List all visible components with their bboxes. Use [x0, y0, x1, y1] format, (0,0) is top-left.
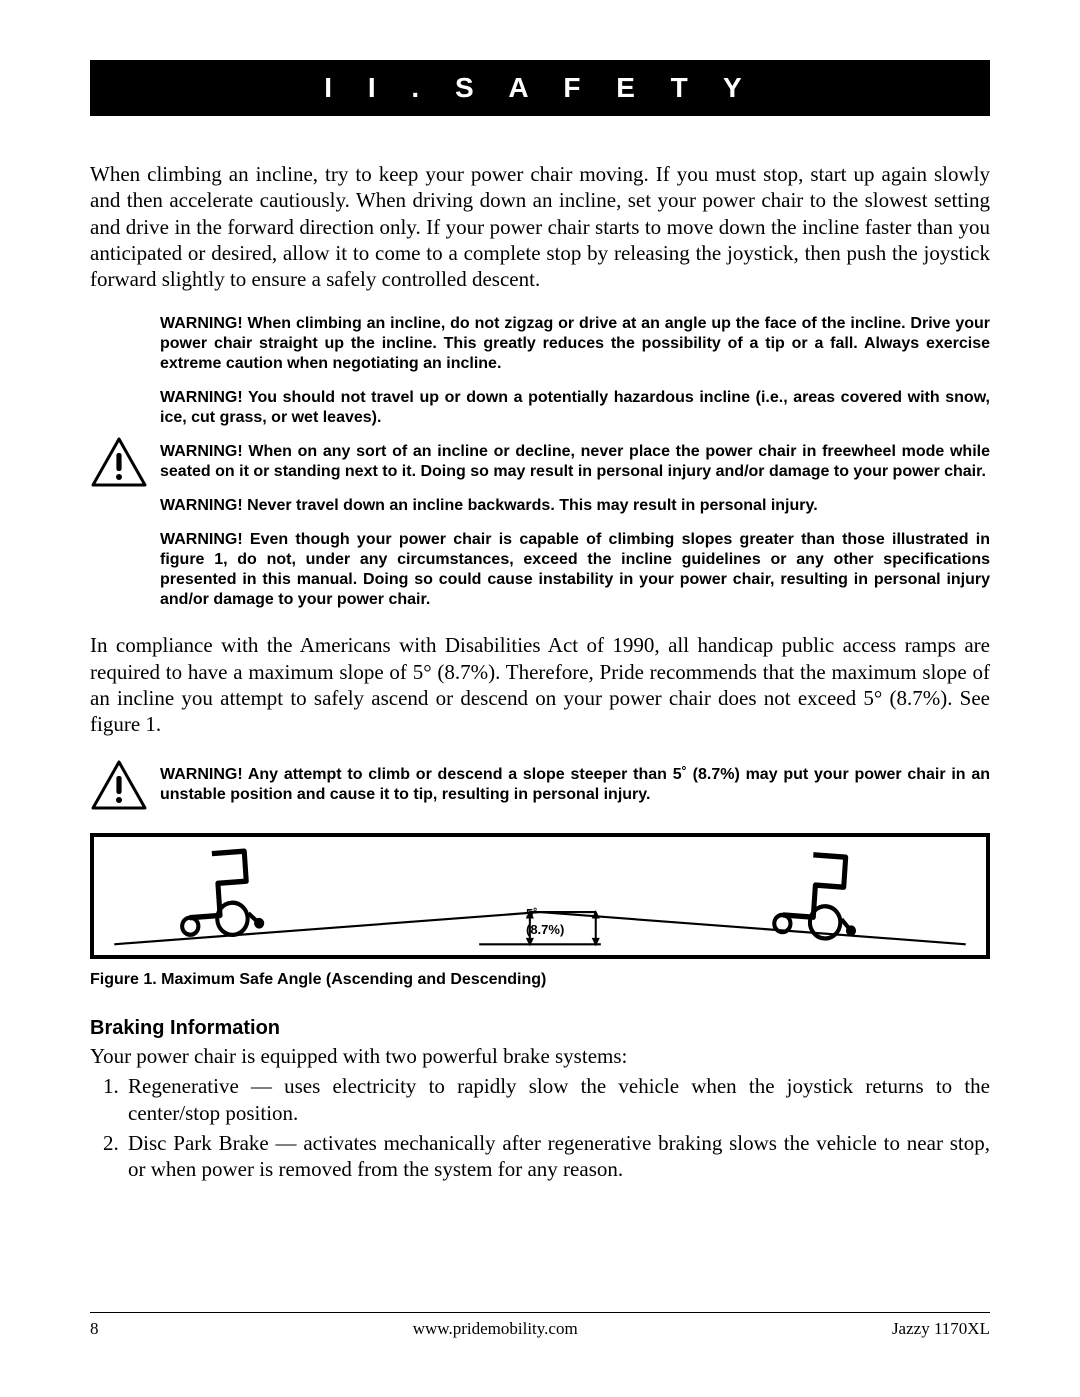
warning-icon-col	[90, 436, 160, 488]
warning-triangle-icon	[90, 759, 148, 811]
figure-caption: Figure 1. Maximum Safe Angle (Ascending …	[90, 971, 990, 989]
footer-url: www.pridemobility.com	[413, 1319, 578, 1339]
warning-item: WARNING! Any attempt to climb or descend…	[160, 765, 990, 805]
warning-item: WARNING! Never travel down an incline ba…	[160, 496, 990, 516]
warning-triangle-icon	[90, 436, 148, 488]
percent-label: (8.7%)	[526, 923, 564, 937]
warning-item: WARNING! Even though your power chair is…	[160, 530, 990, 610]
intro-paragraph: When climbing an incline, try to keep yo…	[90, 161, 990, 292]
page-footer: 8 www.pridemobility.com Jazzy 1170XL	[90, 1312, 990, 1339]
list-item: Disc Park Brake — activates mechanically…	[124, 1130, 990, 1183]
warning-text-col: WARNING! When climbing an incline, do no…	[160, 314, 990, 610]
page: I I . S A F E T Y When climbing an incli…	[0, 0, 1080, 1397]
section-header: I I . S A F E T Y	[90, 60, 990, 116]
warning-text-col: WARNING! Any attempt to climb or descend…	[160, 765, 990, 805]
figure-box: 5˚ (8.7%)	[90, 833, 990, 959]
slope-diagram	[94, 837, 986, 955]
page-number: 8	[90, 1319, 99, 1339]
braking-intro: Your power chair is equipped with two po…	[90, 1044, 990, 1069]
list-item: Regenerative — uses electricity to rapid…	[124, 1073, 990, 1126]
braking-heading: Braking Information	[90, 1017, 990, 1040]
angle-label: 5˚	[526, 907, 538, 921]
warning-icon-col	[90, 759, 160, 811]
warning-item: WARNING! When on any sort of an incline …	[160, 442, 990, 482]
warning-item: WARNING! When climbing an incline, do no…	[160, 314, 990, 374]
compliance-paragraph: In compliance with the Americans with Di…	[90, 632, 990, 737]
warning-item: WARNING! You should not travel up or dow…	[160, 388, 990, 428]
warning-block-2: WARNING! Any attempt to climb or descend…	[90, 759, 990, 811]
footer-model: Jazzy 1170XL	[892, 1319, 990, 1339]
warning-block-1: WARNING! When climbing an incline, do no…	[90, 314, 990, 610]
brake-list: Regenerative — uses electricity to rapid…	[90, 1073, 990, 1182]
